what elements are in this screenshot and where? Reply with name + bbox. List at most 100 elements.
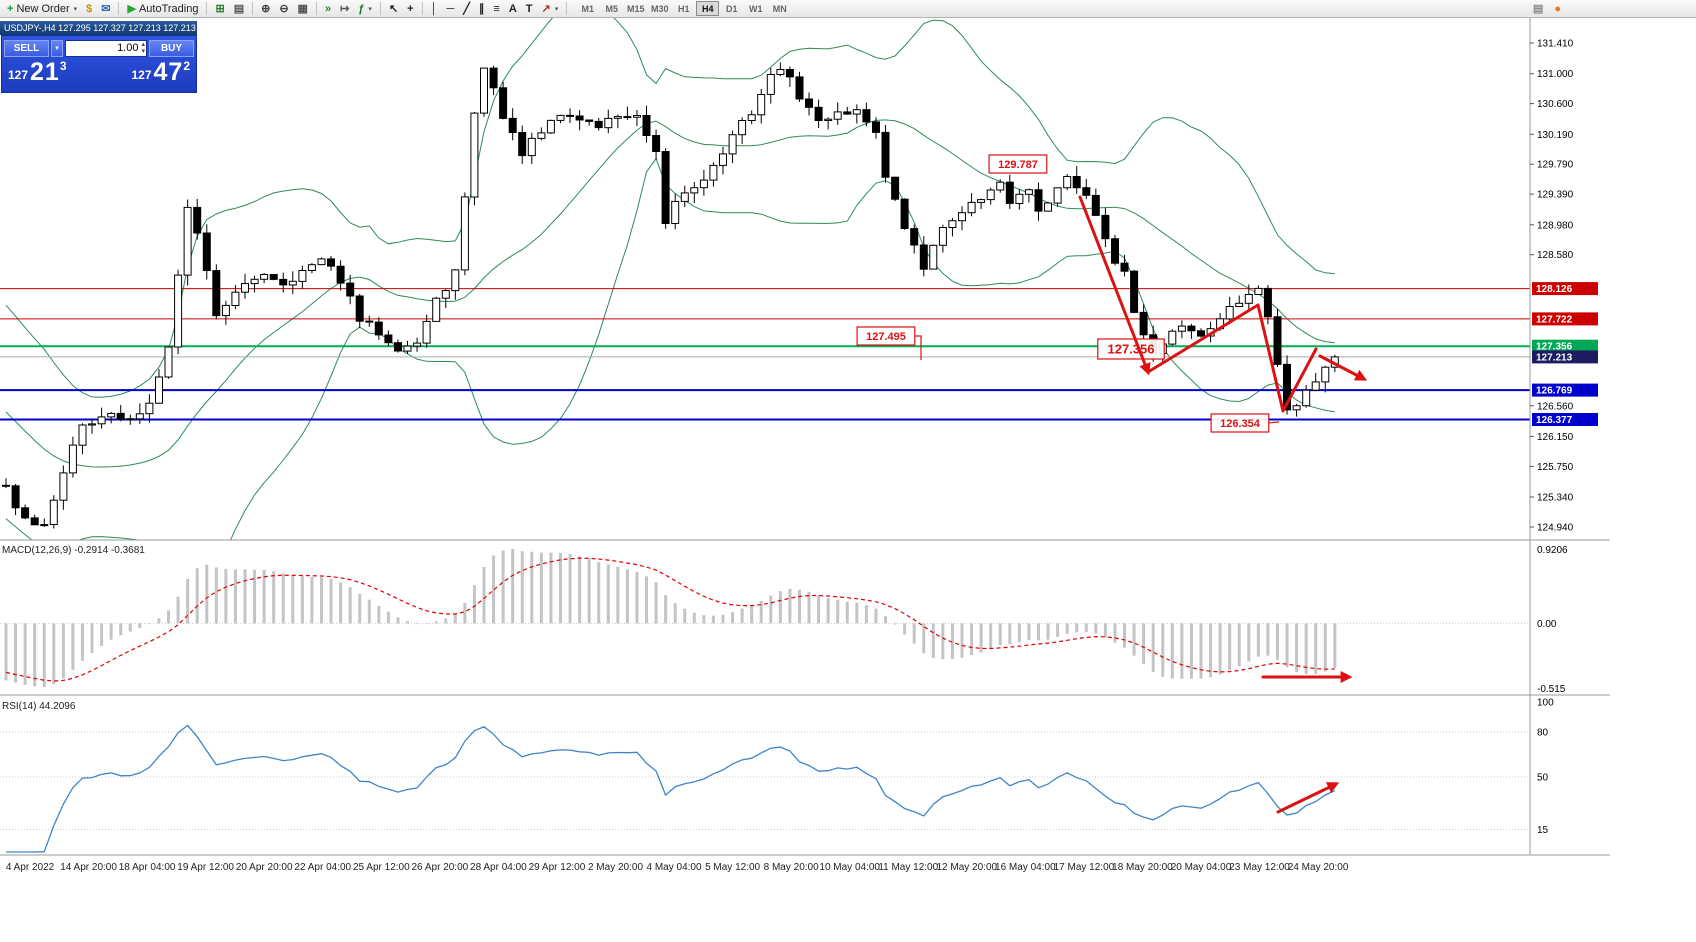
text-label-icon[interactable]: T: [522, 1, 537, 17]
buy-price: 127 47 2: [131, 58, 190, 86]
annotation-text: 127.495: [866, 331, 906, 343]
chart-shift-icon[interactable]: ↦: [336, 1, 353, 17]
timeframe-h4[interactable]: H4: [696, 1, 720, 16]
annotation-tail: [1267, 421, 1280, 424]
annotation-box-127.495[interactable]: [856, 326, 916, 346]
profiles-icon: ▤: [233, 2, 245, 15]
sell-button[interactable]: SELL: [4, 39, 49, 57]
price-tag-126.769: [1532, 383, 1598, 397]
annotation-text: 126.354: [1220, 418, 1261, 430]
toolbar-right-cluster: ▤ ●: [1529, 1, 1565, 17]
indicators-button[interactable]: ƒ ▾: [354, 1, 376, 17]
text-icon[interactable]: A: [505, 1, 521, 17]
spinner-down-icon: ▾: [141, 48, 145, 55]
price-tick-label: 130.600: [1537, 99, 1574, 110]
sell-price-prefix: 127: [8, 68, 29, 82]
profiles-icon[interactable]: ▤: [230, 1, 248, 17]
new-order-button[interactable]: + New Order ▾: [3, 1, 81, 17]
price-tick-label: 125.340: [1537, 493, 1574, 504]
time-tick-label: 4 May 04:00: [647, 862, 702, 873]
annotation-box-126.354[interactable]: [1210, 413, 1270, 433]
timeframe-m30[interactable]: M30: [648, 1, 671, 16]
zoom-out-icon: ⊖: [279, 2, 289, 15]
svg-text:0.9206: 0.9206: [1537, 545, 1568, 556]
bollinger-middle: [5, 119, 1335, 468]
channel-icon[interactable]: ∥: [475, 1, 489, 17]
timeframe-m15[interactable]: M15: [624, 1, 647, 16]
toolbar-separator: [315, 2, 317, 15]
buy-price-point: 2: [183, 59, 190, 73]
toolbar-separator: [421, 2, 423, 15]
autotrading-button[interactable]: ▶ AutoTrading: [123, 1, 202, 17]
panel-icon[interactable]: ▤: [1529, 1, 1547, 17]
mail-icon[interactable]: ✉: [97, 1, 114, 17]
trend-arrow[interactable]: [1276, 782, 1340, 814]
chart-canvas[interactable]: 131.410 131.000 130.600 130.190 129.790 129.3…: [0, 18, 1696, 942]
price-tag-127.213: [1532, 350, 1598, 364]
fibonacci-icon[interactable]: ≡: [489, 1, 503, 17]
time-tick-label: 8 May 20:00: [764, 862, 819, 873]
volume-spinner[interactable]: ▴ ▾: [141, 41, 145, 55]
deposit-icon: $: [86, 2, 93, 15]
timeframe-m1[interactable]: M1: [576, 1, 599, 16]
time-tick-label: 16 May 04:00: [995, 862, 1056, 873]
cursor-icon[interactable]: ↖: [385, 1, 402, 17]
trend-arrow[interactable]: [1318, 354, 1368, 381]
sell-options-caret[interactable]: ▾: [51, 39, 63, 57]
tile-windows-icon[interactable]: ▦: [294, 1, 312, 17]
timeframe-mn[interactable]: MN: [768, 1, 791, 16]
zoom-in-icon[interactable]: ⊕: [257, 1, 274, 17]
timeframe-d1[interactable]: D1: [720, 1, 743, 16]
price-tag-text: 128.126: [1536, 284, 1573, 295]
rsi-line: [6, 724, 1336, 853]
price-tick-label: 129.790: [1537, 160, 1574, 171]
price-tick-label: 131.410: [1537, 39, 1574, 50]
zoom-out-icon[interactable]: ⊖: [275, 1, 292, 17]
trendline-icon[interactable]: ╱: [459, 1, 474, 17]
timeframe-m5[interactable]: M5: [600, 1, 623, 16]
price-tick-label: 131.000: [1537, 69, 1574, 80]
horizontal-line-icon[interactable]: ─: [442, 1, 458, 17]
annotation-text: 129.787: [998, 159, 1038, 171]
toolbar-separator: [206, 2, 208, 15]
svg-text:-0.515: -0.515: [1537, 684, 1566, 695]
auto-scroll-icon[interactable]: »: [321, 1, 335, 17]
time-tick-label: 12 May 20:00: [936, 862, 997, 873]
svg-text:50: 50: [1537, 773, 1549, 784]
crosshair-icon[interactable]: +: [403, 1, 417, 17]
macd-label: MACD(12,26,9) -0.2914 -0.3681: [2, 545, 145, 556]
connection-status-icon[interactable]: ●: [1550, 1, 1565, 17]
caret-down-icon: ▾: [55, 45, 59, 52]
price-tag-127.356: [1532, 339, 1598, 353]
trend-arrow[interactable]: [1078, 195, 1151, 376]
annotation-box-127.356[interactable]: [1097, 338, 1165, 360]
time-tick-label: 20 May 04:00: [1171, 862, 1232, 873]
timeframe-w1[interactable]: W1: [744, 1, 767, 16]
time-tick-label: 19 Apr 12:00: [177, 862, 234, 873]
time-tick-label: 28 Apr 04:00: [470, 862, 527, 873]
arrows-button[interactable]: ↗ ▾: [538, 1, 563, 17]
cursor-icon: ↖: [388, 2, 399, 15]
new-chart-icon[interactable]: ⊞: [211, 1, 228, 17]
indicator-labels: MACD(12,26,9) -0.2914 -0.3681 RSI(14) 44.…: [2, 545, 1568, 836]
buy-button[interactable]: BUY: [149, 39, 194, 57]
trend-arrow[interactable]: [1146, 303, 1318, 413]
price-tag-text: 126.769: [1536, 386, 1573, 397]
deposit-icon[interactable]: $: [82, 1, 96, 17]
annotation-box-129.787[interactable]: [988, 154, 1048, 174]
vertical-line-icon[interactable]: │: [427, 1, 442, 17]
chart-frame: [0, 18, 1610, 856]
volume-field[interactable]: 1.00 ▴ ▾: [65, 39, 147, 57]
candles: [2, 62, 1339, 529]
time-tick-label: 18 Apr 04:00: [119, 862, 176, 873]
price-tag-128.126: [1532, 282, 1598, 296]
sell-price: 127 21 3: [8, 58, 67, 86]
bollinger-lower: [5, 157, 1335, 540]
timeframe-h1[interactable]: H1: [672, 1, 695, 16]
toolbar-separator: [379, 2, 381, 15]
buy-price-prefix: 127: [131, 68, 152, 82]
time-tick-label: 25 Apr 12:00: [353, 862, 410, 873]
macd-pane: [0, 549, 1530, 687]
price-tick-label: 125.750: [1537, 462, 1574, 473]
chart-annotations: 129.787 127.495 127.356 126.354: [856, 154, 1368, 814]
